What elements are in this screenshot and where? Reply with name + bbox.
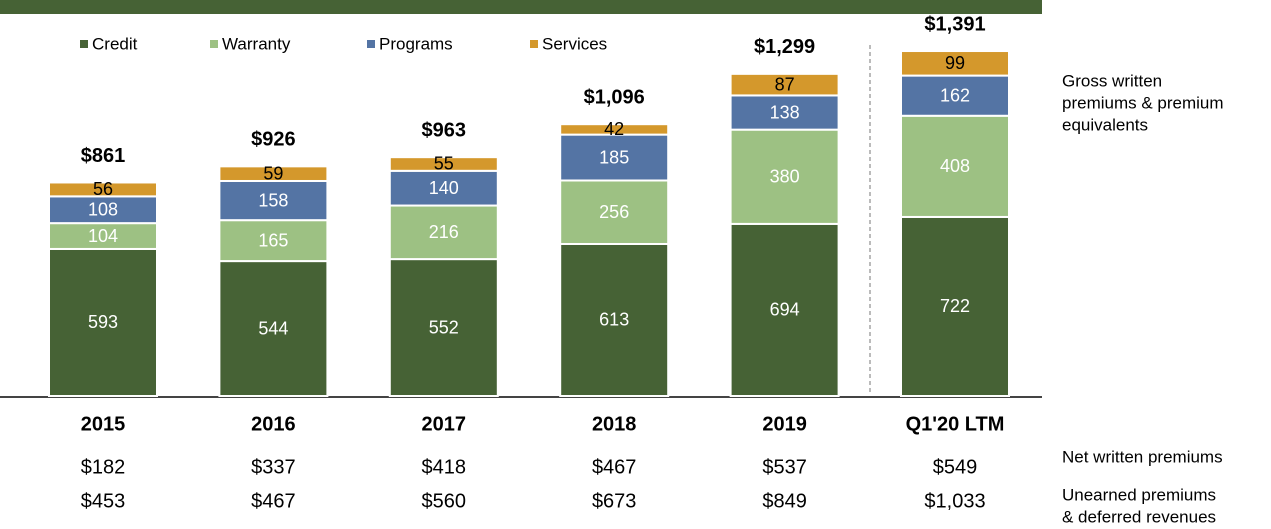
total-label: $1,096 [584, 86, 645, 108]
unearned-premium: $849 [762, 490, 807, 512]
segment-label: 99 [945, 53, 965, 73]
bar-segment [900, 114, 1010, 218]
net-premium: $549 [933, 456, 978, 478]
unearned-premium: $1,033 [924, 490, 985, 512]
gross-label: premiums & premium [1062, 93, 1224, 112]
category-label: 2015 [81, 413, 126, 435]
net-premium: $182 [81, 456, 126, 478]
segment-label: 140 [429, 178, 459, 198]
segment-label: 552 [429, 317, 459, 337]
segment-label: 694 [770, 300, 800, 320]
legend-swatch [367, 40, 375, 48]
bar-segment [388, 156, 499, 172]
segment-label: 158 [258, 190, 288, 210]
category-label: 2017 [422, 413, 467, 435]
net-premium: $537 [762, 456, 807, 478]
segment-label: 408 [940, 156, 970, 176]
segment-label: 42 [604, 119, 624, 139]
segment-label: 108 [88, 200, 118, 220]
legend-label: Programs [379, 34, 453, 53]
net-premium: $467 [592, 456, 637, 478]
gross-label: Gross written [1062, 71, 1162, 90]
segment-label: 216 [429, 222, 459, 242]
segment-label: 544 [258, 318, 288, 338]
unearned-label: Unearned premiums [1062, 485, 1216, 504]
total-label: $1,299 [754, 36, 815, 58]
unearned-premium: $453 [81, 490, 126, 512]
gross-label: equivalents [1062, 115, 1148, 134]
bar-segment [559, 133, 670, 182]
segment-label: 87 [775, 74, 795, 94]
legend-swatch [210, 40, 218, 48]
segment-label: 56 [93, 179, 113, 199]
legend-swatch [530, 40, 538, 48]
bar-segment [218, 219, 329, 263]
net-premium: $337 [251, 456, 296, 478]
bar-segment [900, 50, 1010, 77]
legend-label: Credit [92, 34, 138, 53]
total-label: $926 [251, 129, 296, 151]
segment-label: 185 [599, 147, 629, 167]
bar-segment [48, 181, 158, 198]
bar-segment [48, 195, 158, 225]
segment-label: 256 [599, 202, 629, 222]
total-label: $861 [81, 145, 126, 167]
segment-label: 722 [940, 296, 970, 316]
unearned-label: & deferred revenues [1062, 507, 1216, 526]
net-label: Net written premiums [1062, 447, 1223, 466]
category-label: 2016 [251, 413, 296, 435]
bar-segment [559, 242, 670, 397]
segment-label: 165 [258, 230, 288, 250]
segment-label: 613 [599, 310, 629, 330]
segment-label: 59 [263, 163, 283, 183]
category-label: 2019 [762, 413, 807, 435]
segment-label: 55 [434, 154, 454, 174]
segment-label: 104 [88, 226, 118, 246]
segment-label: 593 [88, 312, 118, 332]
bar-segment [388, 169, 499, 207]
segment-label: 138 [770, 102, 800, 122]
unearned-premium: $560 [422, 490, 467, 512]
bar-segment [218, 165, 329, 182]
legend-label: Services [542, 34, 607, 53]
header-band [0, 0, 1042, 14]
bar-segment [388, 258, 499, 397]
segment-label: 380 [770, 167, 800, 187]
segment-label: 162 [940, 85, 970, 105]
total-label: $1,391 [924, 13, 985, 35]
total-label: $963 [422, 119, 467, 141]
bar-segment [388, 204, 499, 261]
unearned-premium: $467 [251, 490, 296, 512]
bar-segment [559, 179, 670, 245]
bar-segment [559, 123, 670, 136]
category-label: Q1'20 LTM [906, 413, 1005, 435]
net-premium: $418 [422, 456, 467, 478]
bar-segment [900, 74, 1010, 117]
legend-swatch [80, 40, 88, 48]
bar-segment [48, 247, 158, 397]
category-label: 2018 [592, 413, 637, 435]
unearned-premium: $673 [592, 490, 637, 512]
bar-segment [729, 72, 840, 97]
legend-label: Warranty [222, 34, 291, 53]
